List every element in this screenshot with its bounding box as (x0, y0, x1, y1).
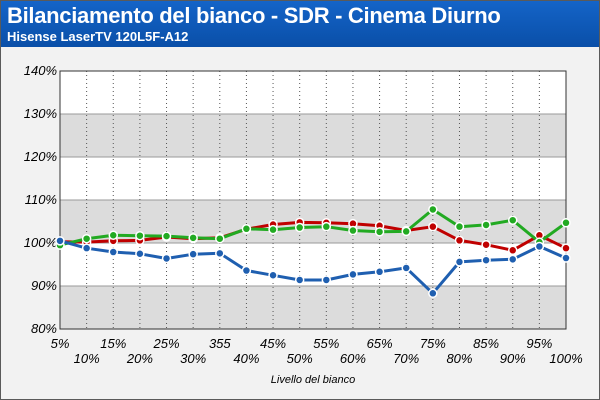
data-point-green (561, 218, 571, 228)
data-point-blue (215, 248, 225, 259)
data-point-green (507, 215, 518, 225)
chart-header: Bilanciamento del bianco - SDR - Cinema … (1, 1, 599, 47)
data-point-blue (348, 269, 358, 280)
data-point-blue (507, 254, 518, 265)
x-tick-label: 15% (100, 336, 126, 351)
x-axis-label: Livello del bianco (271, 374, 355, 386)
plot-border (59, 70, 567, 330)
x-tick-label: 80% (446, 351, 472, 366)
data-point-red (561, 243, 571, 253)
data-point-blue (561, 253, 571, 263)
x-tick-label: 25% (153, 336, 180, 351)
data-point-green (428, 204, 438, 215)
x-tick-label: 5% (51, 336, 70, 351)
x-tick-label: 90% (500, 351, 526, 366)
data-point-blue (135, 249, 145, 259)
data-point-blue (428, 288, 438, 299)
x-tick-label: 100% (549, 351, 582, 366)
data-point-blue (534, 241, 545, 252)
data-point-green (481, 220, 491, 230)
chart-subtitle: Hisense LaserTV 120L5F-A12 (7, 29, 189, 44)
data-point-green (268, 224, 278, 235)
data-point-green (108, 230, 119, 241)
data-point-green (161, 231, 172, 241)
data-point-green (215, 233, 225, 244)
x-tick-label: 355 (209, 336, 231, 351)
data-point-green (81, 233, 92, 244)
data-point-blue (374, 267, 385, 277)
x-tick-label: 45% (260, 336, 286, 351)
data-point-blue (454, 257, 465, 267)
x-tick-label: 40% (233, 351, 259, 366)
data-point-red (454, 235, 465, 246)
x-tick-label: 55% (313, 336, 339, 351)
data-point-green (135, 230, 145, 241)
data-point-blue (81, 243, 92, 253)
data-point-green (348, 225, 358, 236)
data-point-red (507, 245, 518, 256)
x-tick-label: 75% (420, 336, 446, 351)
x-tick-label: 60% (340, 351, 366, 366)
data-point-green (374, 227, 385, 237)
data-point-green (454, 221, 465, 232)
y-tick-label: 110% (25, 192, 57, 207)
x-tick-label: 95% (526, 336, 552, 351)
y-tick-label: 100% (24, 235, 57, 250)
x-tick-label: 20% (126, 351, 153, 366)
grid-band (60, 286, 566, 329)
data-point-green (241, 224, 252, 234)
data-point-blue (401, 263, 411, 273)
data-point-blue (108, 247, 119, 257)
data-point-blue (188, 249, 198, 259)
data-point-blue (481, 255, 491, 265)
data-point-green (188, 233, 198, 243)
y-tick-label: 90% (31, 278, 57, 293)
x-tick-label: 65% (367, 336, 393, 351)
y-tick-label: 130% (24, 106, 57, 121)
y-tick-label: 80% (31, 321, 57, 336)
data-point-blue (294, 275, 305, 285)
data-point-green (294, 222, 305, 233)
x-tick-label: 85% (473, 336, 499, 351)
x-tick-label: 70% (393, 351, 419, 366)
grid-band (60, 114, 566, 157)
data-point-blue (241, 265, 252, 276)
y-tick-label: 120% (24, 149, 57, 164)
x-tick-label: 10% (74, 351, 100, 366)
x-tick-label: 30% (180, 351, 206, 366)
chart-title: Bilanciamento del bianco - SDR - Cinema … (7, 3, 501, 28)
data-point-green (321, 221, 332, 232)
data-point-red (428, 221, 438, 232)
x-tick-label: 50% (287, 351, 313, 366)
data-point-blue (321, 275, 332, 285)
data-point-red (481, 239, 491, 250)
data-point-blue (55, 236, 65, 246)
y-tick-label: 140% (24, 63, 57, 78)
data-point-green (401, 226, 411, 237)
data-point-blue (161, 253, 172, 264)
data-point-blue (268, 270, 278, 280)
